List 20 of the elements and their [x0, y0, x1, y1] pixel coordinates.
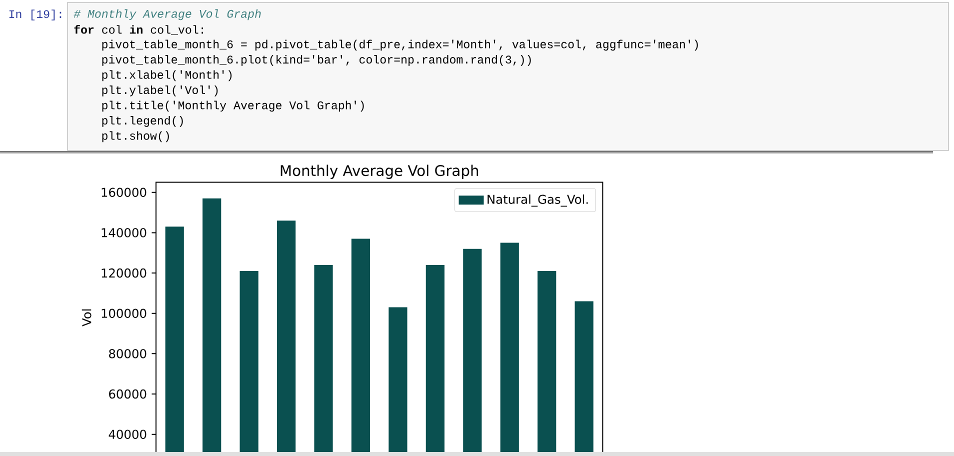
y-tick-label: 60000: [109, 389, 146, 399]
y-tick-label: 80000: [109, 349, 146, 358]
y-tick-label: 100000: [102, 308, 146, 318]
text: In [19]:: [9, 10, 62, 20]
text: plt.xlabel('Month'): [102, 70, 232, 82]
text: pivot_table_month_6.plot(kind='bar', color=np.random.rand(3,)): [102, 55, 531, 66]
y-tick-label: 40000: [108, 430, 146, 439]
text: plt.show(): [102, 131, 169, 142]
text: pivot_table_month_6 = pd.pivot_table(df_pre,index='Month', values=col, aggfunc='mean'): [102, 40, 698, 51]
text: # Monthly Average Vol Graph: [74, 9, 261, 20]
text: plt.ylabel('Vol'): [102, 86, 218, 96]
chart-title: Monthly Average Vol Graph: [280, 164, 478, 179]
text: plt.title('Monthly Average Vol Graph'): [102, 100, 364, 112]
y-tick-label: 160000: [102, 188, 146, 197]
y-axis-title: Vol: [82, 309, 92, 326]
y-tick-label: 120000: [102, 268, 146, 278]
text: for col in col_vol:: [74, 25, 204, 35]
y-tick-label: 140000: [102, 228, 146, 238]
legend-label: Natural_Gas_Vol.: [488, 194, 588, 207]
text: plt.legend(): [102, 116, 183, 127]
